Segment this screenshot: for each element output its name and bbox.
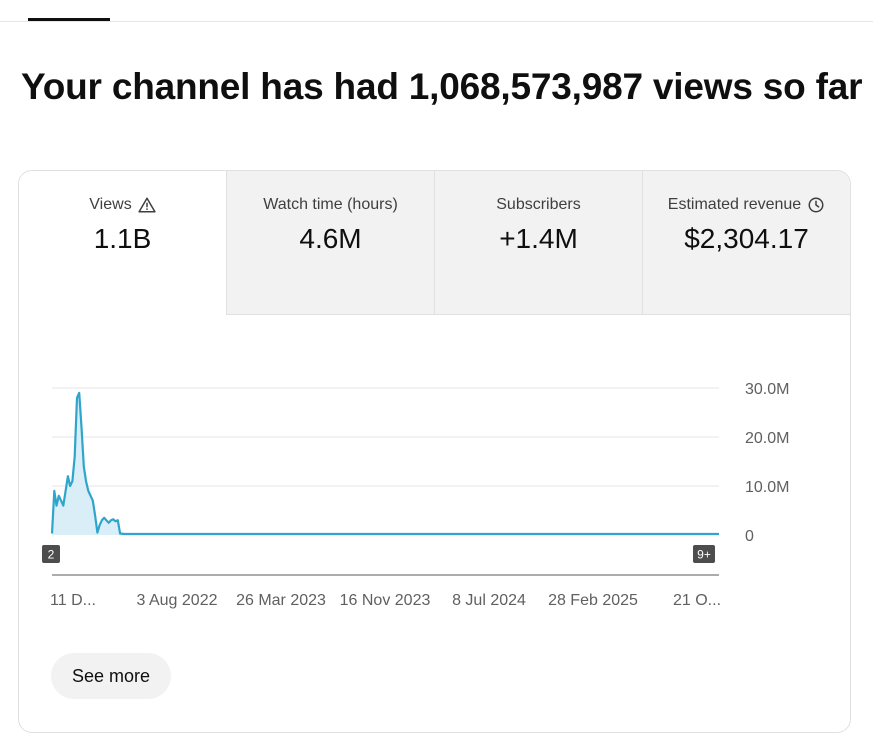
series-line: [50, 391, 719, 536]
analytics-card: Views 1.1B Watch time (hours) 4.6M Subsc…: [18, 170, 851, 733]
y-tick-label: 30.0M: [745, 381, 789, 398]
metric-tab-watch-time[interactable]: Watch time (hours) 4.6M: [226, 171, 434, 315]
see-more-button[interactable]: See more: [51, 653, 172, 699]
x-tick-label: 11 D...: [50, 592, 96, 609]
warning-icon[interactable]: [138, 196, 156, 214]
views-chart: 0 10.0M 20.0M 30.0M 11 D... 3 Aug 2022 26 Mar …: [42, 381, 789, 609]
end-marker-badge[interactable]: 9+: [693, 545, 715, 563]
x-tick-label: 3 Aug 2022: [137, 592, 218, 609]
active-tab-indicator: [28, 18, 110, 21]
start-marker-badge[interactable]: 2: [42, 545, 60, 563]
metric-label: Estimated revenue: [667, 196, 802, 213]
metric-label: Views: [89, 196, 132, 213]
start-marker-label: 2: [48, 548, 55, 562]
metric-label: Watch time (hours): [263, 196, 398, 213]
metric-value: 1.1B: [93, 223, 152, 254]
x-tick-label: 28 Feb 2025: [548, 592, 638, 609]
metric-tab-views[interactable]: Views 1.1B: [19, 171, 226, 315]
y-tick-label: 0: [745, 528, 754, 545]
metric-value: $2,304.17: [684, 223, 809, 254]
metric-tab-revenue[interactable]: Estimated revenue $2,304.17: [642, 171, 850, 315]
x-tick-label: 8 Jul 2024: [452, 592, 526, 609]
end-marker-label: 9+: [697, 548, 711, 562]
metric-label: Subscribers: [496, 196, 581, 213]
x-tick-label: 16 Nov 2023: [340, 592, 431, 609]
metric-value: 4.6M: [299, 223, 362, 254]
series-area: [52, 392, 719, 535]
y-tick-label: 20.0M: [745, 430, 789, 447]
metric-tab-subscribers[interactable]: Subscribers +1.4M: [434, 171, 642, 315]
metric-value: +1.4M: [499, 223, 578, 254]
page-title: Your channel has had 1,068,573,987 views…: [21, 66, 863, 107]
y-tick-label: 10.0M: [745, 479, 789, 496]
x-tick-label: 26 Mar 2023: [236, 592, 326, 609]
top-divider: [0, 21, 873, 22]
metric-tabs: Views 1.1B Watch time (hours) 4.6M Subsc…: [19, 171, 850, 315]
x-tick-label: 21 O...: [673, 592, 721, 609]
clock-icon[interactable]: [807, 196, 825, 214]
